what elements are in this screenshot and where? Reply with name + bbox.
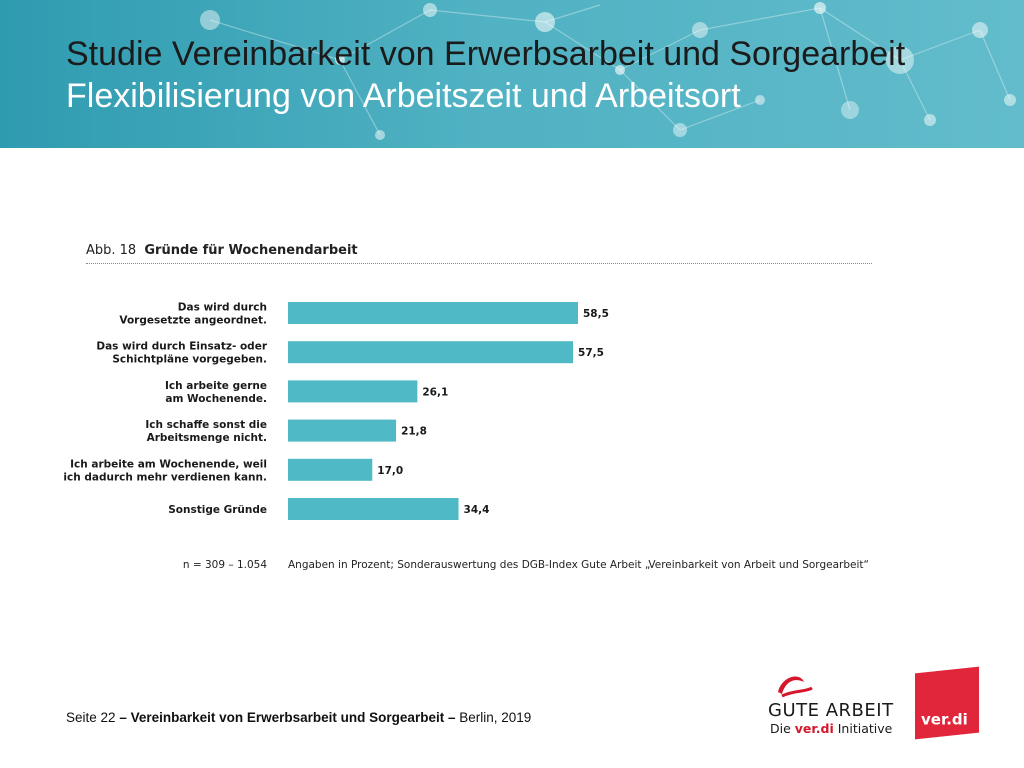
value-label-3: 21,8 [401, 426, 427, 438]
category-label-3: Ich schaffe sonst die Arbeitsmenge nicht. [145, 419, 267, 444]
category-label-1: Das wird durch Einsatz- oder Schichtpläne… [96, 341, 267, 366]
footer-study: Vereinbarkeit von Erwerbsarbeit und Sorg… [130, 710, 445, 725]
gute-arbeit-subline: Die ver.di Initiative [770, 721, 892, 736]
category-label-4: Ich arbeite am Wochenende, weil ich dadur… [63, 458, 267, 483]
category-label-0-line-0: Das wird durch [178, 302, 267, 314]
category-label-2: Ich arbeite gerne am Wochenende. [165, 380, 267, 405]
category-label-1-line-0: Das wird durch Einsatz- oder [96, 341, 267, 353]
verdi-logo: ver.di [915, 666, 979, 740]
caption-divider [86, 263, 872, 264]
sample-size-note: n = 309 – 1.054 [182, 559, 267, 571]
value-label-0: 58,5 [583, 308, 609, 320]
gute-sub-post: Initiative [833, 721, 893, 736]
category-label-2-line-1: am Wochenende. [165, 393, 267, 405]
category-label-3-line-1: Arbeitsmenge nicht. [147, 432, 267, 444]
footer-dash-1: – [119, 710, 127, 725]
category-label-4-line-0: Ich arbeite am Wochenende, weil [70, 458, 267, 470]
header-banner: Studie Vereinbarkeit von Erwerbsarbeit u… [0, 0, 1024, 148]
bar-1 [288, 341, 574, 364]
gute-arbeit-swoosh-icon [778, 676, 813, 698]
category-label-2-line-0: Ich arbeite gerne [165, 380, 267, 392]
category-label-3-line-0: Ich schaffe sonst die [145, 419, 267, 431]
bar-2 [288, 380, 418, 403]
category-label-5: Sonstige Gründe [168, 504, 267, 516]
category-label-1-line-1: Schichtpläne vorgegeben. [112, 354, 267, 366]
page-subtitle: Flexibilisierung von Arbeitszeit und Arb… [66, 77, 741, 115]
bar-4 [288, 458, 373, 481]
gute-sub-verdi: ver.di [794, 721, 834, 736]
footer-place-year: Berlin, 2019 [459, 710, 532, 725]
category-label-4-line-1: ich dadurch mehr verdienen kann. [63, 471, 267, 483]
value-label-5: 34,4 [464, 504, 490, 516]
figure-title: Gründe für Wochenendarbeit [144, 243, 358, 258]
category-label-0: Das wird durch Vorgesetzte angeordnet. [119, 302, 267, 327]
gute-arbeit-text: GUTE ARBEIT [768, 700, 894, 721]
figure-caption: Abb. 18 Gründe für Wochenendarbeit [86, 243, 358, 258]
gute-sub-pre: Die [770, 721, 795, 736]
bar-0 [288, 302, 578, 324]
value-label-4: 17,0 [377, 465, 403, 477]
bar-chart: 58,5 Das wird durch Vorgesetzte angeordnet… [63, 302, 609, 520]
gute-arbeit-logo: GUTE ARBEIT Die ver.di Initiative [768, 670, 898, 736]
category-label-5-line-0: Sonstige Gründe [168, 504, 267, 516]
footer: Seite 22 – Vereinbarkeit von Erwerbsarbe… [66, 710, 531, 725]
value-label-1: 57,5 [578, 347, 604, 359]
footer-dash-2: – [447, 710, 456, 725]
bar-5 [288, 498, 459, 520]
category-label-0-line-1: Vorgesetzte angeordnet. [119, 315, 267, 327]
value-label-2: 26,1 [422, 386, 448, 398]
source-note: Angaben in Prozent; Sonderauswertung des… [288, 559, 869, 571]
network-graphic [200, 2, 1016, 140]
figure-number: Abb. 18 [86, 243, 137, 258]
bar-3 [288, 419, 397, 442]
verdi-logo-text: ver.di [921, 710, 968, 729]
footer-page: Seite 22 [66, 710, 116, 725]
page-title: Studie Vereinbarkeit von Erwerbsarbeit u… [66, 35, 906, 73]
